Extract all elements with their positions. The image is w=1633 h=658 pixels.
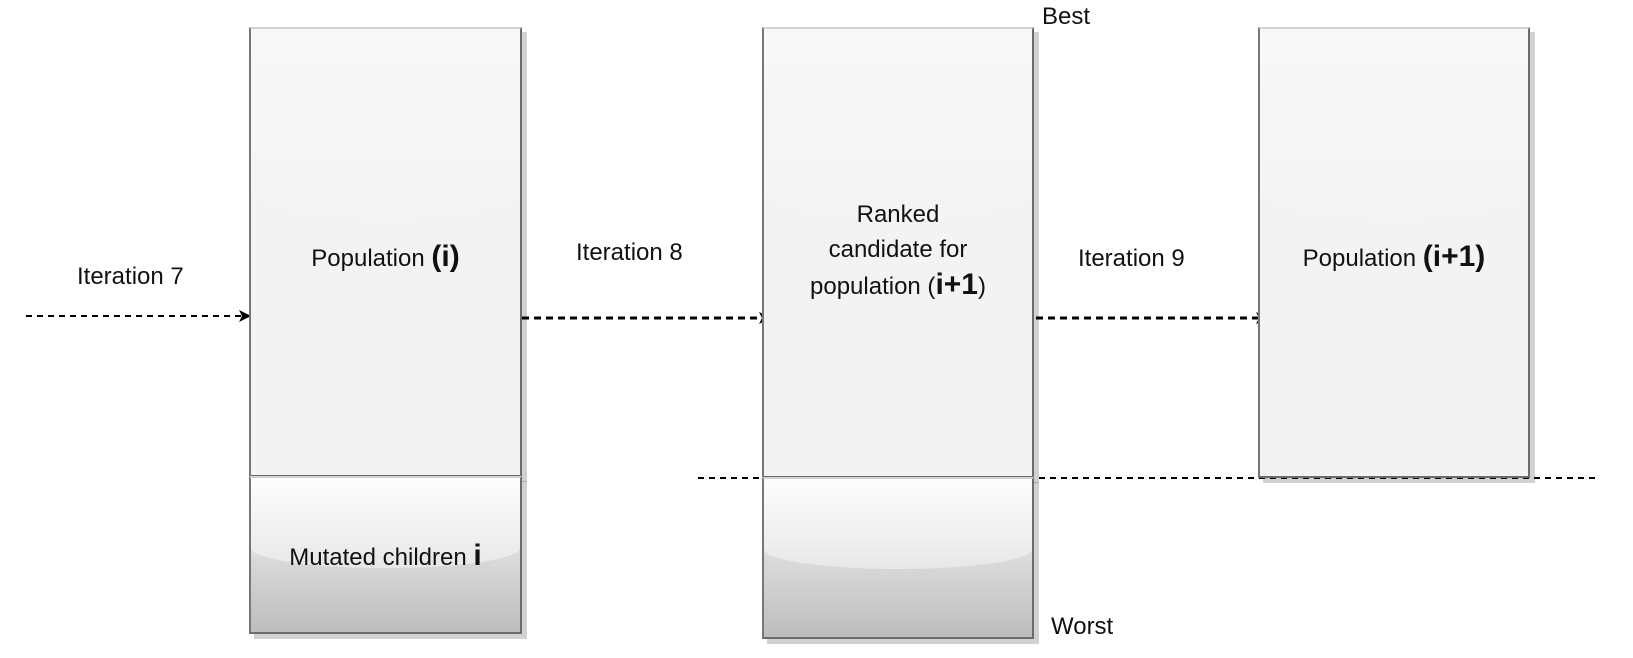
population-next-text: Population	[1302, 245, 1417, 272]
ranked-line-3: population (i+1)	[764, 267, 1032, 304]
box-gloss	[1260, 29, 1528, 219]
mutated-children-label: Mutated children i	[251, 538, 520, 575]
iteration-8-label: Iteration 8	[576, 239, 683, 266]
population-i-box: Population (i)	[249, 27, 522, 477]
mutated-children-box: Mutated children i	[249, 476, 522, 634]
ranked-line-1: Ranked	[856, 201, 940, 228]
ranked-worst-box	[762, 477, 1034, 639]
box-gloss	[251, 478, 520, 568]
population-next-index: (i+1)	[1422, 240, 1486, 273]
mutated-children-text: Mutated children	[289, 544, 467, 571]
box-gloss	[764, 479, 1032, 569]
ranked-candidates-box: Ranked candidate for population (i+1)	[762, 27, 1034, 478]
mutated-children-index: i	[473, 539, 482, 572]
ranked-line-2: candidate for	[828, 236, 968, 263]
iteration-9-label: Iteration 9	[1078, 245, 1185, 272]
worst-label: Worst	[1051, 613, 1114, 640]
ranked-index: i+1	[935, 268, 978, 301]
population-i-index: (i)	[431, 240, 460, 273]
population-next-label: Population (i+1)	[1260, 239, 1528, 276]
box-gloss	[251, 29, 520, 219]
iteration-7-label: Iteration 7	[77, 263, 184, 290]
ranked-candidates-label: Ranked candidate for population (i+1)	[764, 197, 1032, 304]
population-i-label: Population (i)	[251, 239, 520, 276]
box-gloss	[764, 29, 1032, 219]
best-label: Best	[1042, 3, 1091, 30]
ranked-close-paren: )	[977, 273, 986, 300]
population-next-box: Population (i+1)	[1258, 27, 1530, 478]
ranked-line-3-text: population (	[810, 273, 936, 300]
population-i-text: Population	[311, 245, 425, 272]
